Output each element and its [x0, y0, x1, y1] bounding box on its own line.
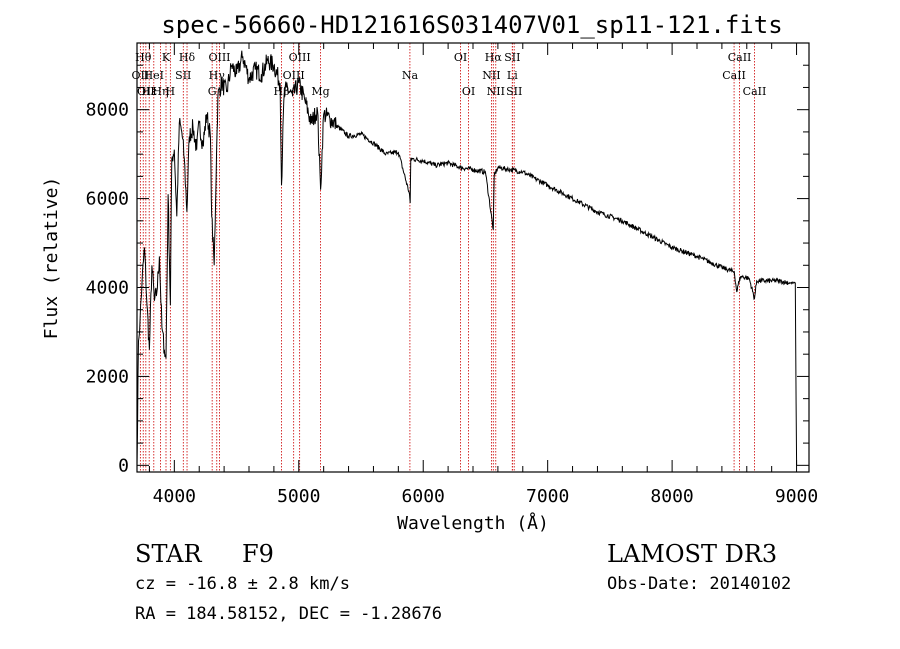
marker-label: SII — [504, 51, 520, 64]
marker-label: OIII — [283, 69, 305, 82]
line-marker-labels: OIIHθOIIHεHeIHηKHSIIHδGHγOIIIHβOIIIOIIIM… — [132, 51, 767, 98]
x-tick-label: 5000 — [277, 486, 320, 507]
marker-label: CaII — [728, 51, 752, 64]
x-axis-label: Wavelength (Å) — [397, 512, 549, 534]
x-tick-label: 9000 — [775, 486, 818, 507]
object-class: STAR — [135, 540, 202, 568]
redshift-value: cz = -16.8 ± 2.8 km/s — [135, 574, 350, 594]
marker-label: CaII — [722, 69, 746, 82]
spectral-subclass: F9 — [242, 540, 274, 568]
y-axis-ticks: 0 2000 4000 6000 8000 — [86, 64, 809, 476]
marker-label: HeI — [144, 69, 164, 82]
marker-label: Hε — [142, 85, 158, 98]
marker-label: CaII — [743, 85, 767, 98]
marker-label: OIII — [289, 51, 311, 64]
spectrum-line — [136, 50, 798, 466]
y-tick-label: 2000 — [86, 366, 129, 387]
marker-label: SII — [506, 85, 522, 98]
marker-label: Na — [402, 69, 419, 82]
marker-label: Hδ — [179, 51, 196, 64]
marker-label: OII — [132, 69, 150, 82]
marker-label: Hη — [152, 85, 168, 98]
marker-label: OII — [137, 85, 155, 98]
y-axis-label: Flux (relative) — [41, 177, 62, 340]
x-tick-label: 8000 — [650, 486, 693, 507]
coordinates: RA = 184.58152, DEC = -1.28676 — [135, 604, 443, 624]
y-tick-label: 6000 — [86, 189, 129, 210]
marker-label: NII — [482, 69, 500, 82]
x-tick-label: 7000 — [526, 486, 569, 507]
marker-label: SII — [175, 69, 191, 82]
y-tick-label: 8000 — [86, 100, 129, 121]
marker-label: Li — [507, 69, 518, 82]
x-tick-label: 6000 — [402, 486, 445, 507]
y-tick-label: 0 — [118, 455, 129, 476]
x-tick-label: 4000 — [153, 486, 196, 507]
marker-label: OI — [462, 85, 475, 98]
marker-label: H — [166, 85, 176, 98]
survey-name: LAMOST DR3 — [607, 540, 778, 568]
marker-label: Hα — [485, 51, 503, 64]
marker-label: G — [208, 85, 217, 98]
observation-date: Obs-Date: 20140102 — [607, 574, 792, 594]
marker-label: NII — [487, 85, 505, 98]
x-axis-ticks: 4000 5000 6000 7000 8000 9000 — [148, 43, 818, 507]
marker-label: K — [162, 51, 171, 64]
y-tick-label: 4000 — [86, 278, 129, 299]
plot-frame — [136, 42, 810, 473]
chart-title: spec-56660-HD121616S031407V01_sp11-121.f… — [161, 11, 782, 39]
marker-label: Mg — [311, 85, 329, 98]
marker-label: OIII — [208, 51, 230, 64]
marker-label: OI — [454, 51, 467, 64]
marker-label: Hθ — [135, 51, 152, 64]
line-markers — [139, 43, 755, 472]
